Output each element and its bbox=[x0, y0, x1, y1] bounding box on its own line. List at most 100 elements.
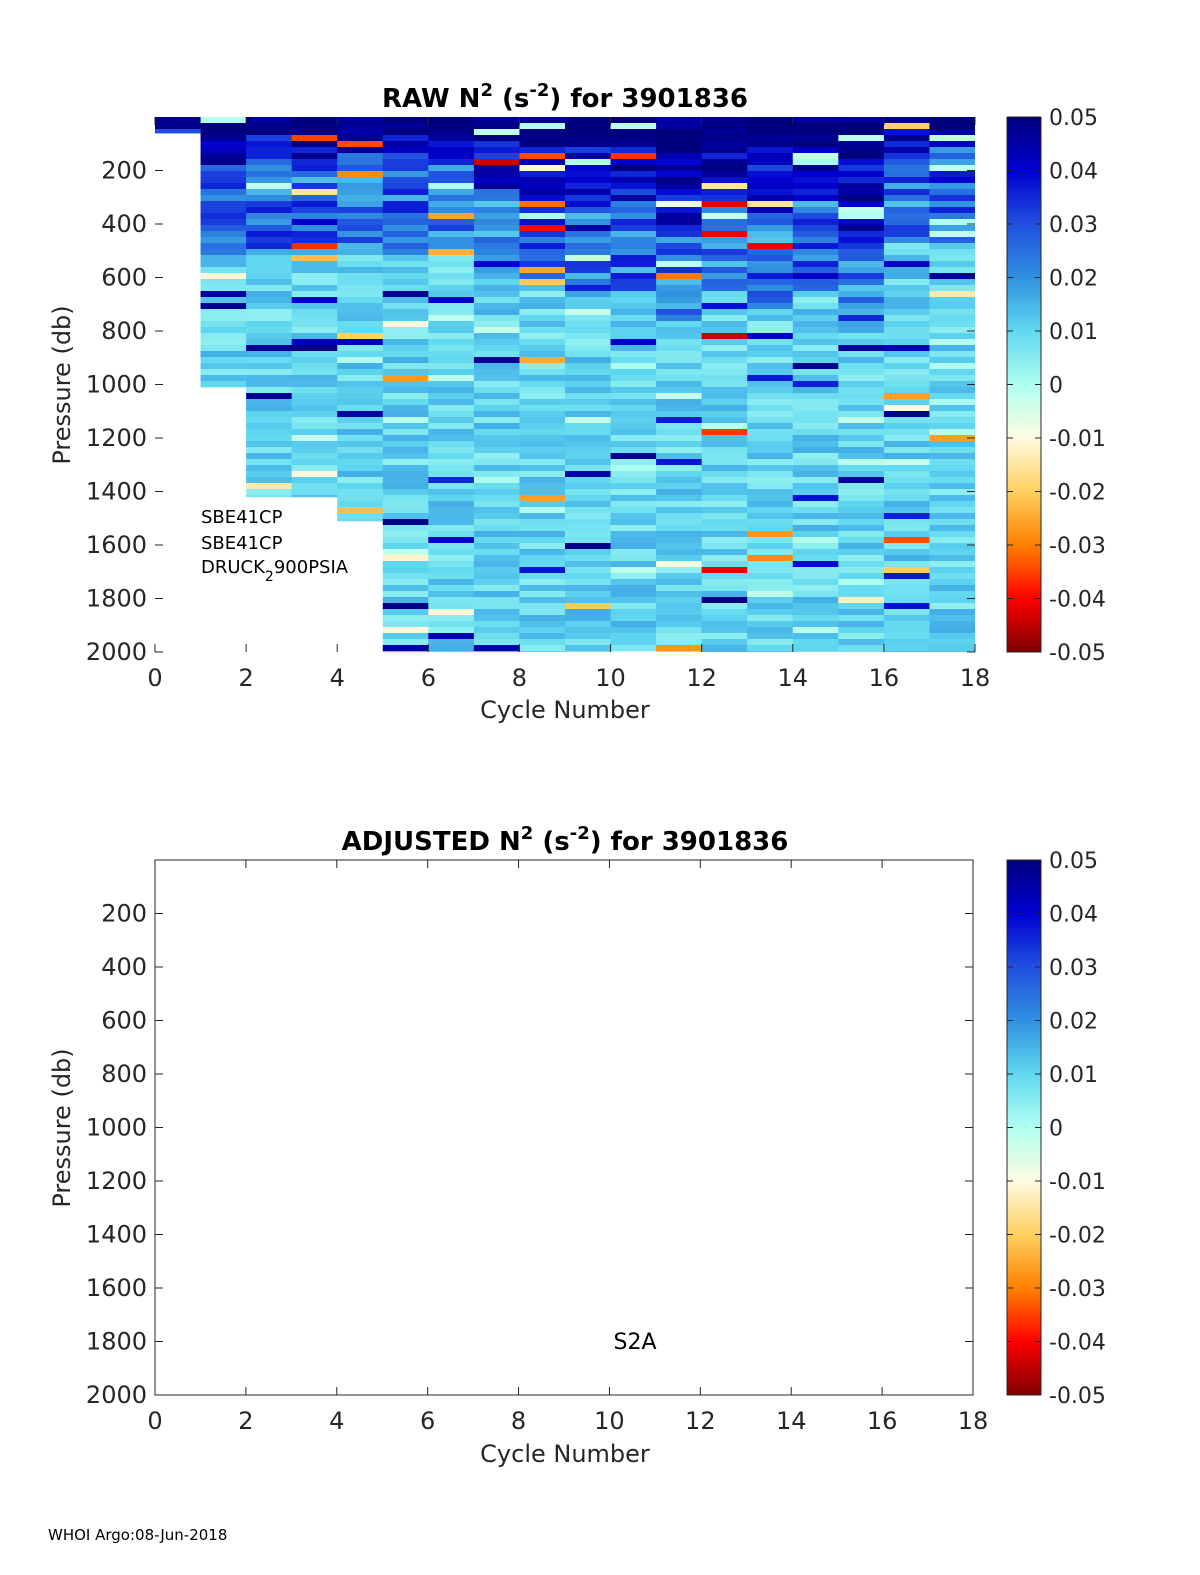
heatmap-cell bbox=[747, 555, 794, 562]
heatmap-cell bbox=[610, 369, 657, 376]
heatmap-cell bbox=[337, 459, 384, 466]
heatmap-cell bbox=[610, 495, 657, 502]
heatmap-cell bbox=[610, 411, 657, 418]
heatmap-cell bbox=[929, 561, 975, 568]
heatmap-cell bbox=[792, 285, 839, 292]
heatmap-cell bbox=[838, 525, 885, 532]
heatmap-cell bbox=[701, 345, 748, 352]
heatmap-cell bbox=[929, 357, 975, 364]
heatmap-cell bbox=[565, 483, 612, 490]
heatmap-cell bbox=[610, 423, 657, 430]
heatmap-cell bbox=[747, 513, 794, 520]
heatmap-cell bbox=[701, 237, 748, 244]
heatmap-cell bbox=[291, 129, 338, 136]
heatmap-cell bbox=[565, 261, 612, 268]
heatmap-cell bbox=[246, 177, 293, 184]
y-tick-label: 2000 bbox=[86, 1381, 147, 1409]
heatmap-cell bbox=[291, 477, 338, 484]
heatmap-cell bbox=[565, 153, 612, 160]
heatmap-cell bbox=[838, 645, 885, 652]
y-tick-label: 1200 bbox=[86, 1167, 147, 1195]
heatmap-cell bbox=[291, 279, 338, 286]
colorbar-tick-label: -0.04 bbox=[1049, 1331, 1106, 1356]
heatmap-cell bbox=[656, 285, 703, 292]
heatmap-cell bbox=[519, 369, 566, 376]
heatmap-cell bbox=[701, 549, 748, 556]
heatmap-cell bbox=[473, 537, 520, 544]
heatmap-cell bbox=[883, 285, 930, 292]
heatmap-cell bbox=[428, 561, 475, 568]
heatmap-cell bbox=[382, 585, 429, 592]
heatmap-cell bbox=[610, 633, 657, 640]
heatmap-cell bbox=[382, 231, 429, 238]
heatmap-cell bbox=[792, 459, 839, 466]
heatmap-cell bbox=[656, 489, 703, 496]
heatmap-cell bbox=[337, 327, 384, 334]
heatmap-cell bbox=[838, 465, 885, 472]
heatmap-cell bbox=[291, 381, 338, 388]
heatmap-cell bbox=[519, 465, 566, 472]
heatmap-cell bbox=[519, 399, 566, 406]
heatmap-cell bbox=[246, 219, 293, 226]
heatmap-cell bbox=[656, 393, 703, 400]
heatmap-cell bbox=[291, 183, 338, 190]
heatmap-cell bbox=[747, 405, 794, 412]
heatmap-cell bbox=[473, 405, 520, 412]
heatmap-cell bbox=[838, 489, 885, 496]
heatmap-cell bbox=[610, 429, 657, 436]
heatmap-cell bbox=[565, 609, 612, 616]
heatmap-cell bbox=[747, 573, 794, 580]
heatmap-cell bbox=[428, 165, 475, 172]
heatmap-cell bbox=[428, 381, 475, 388]
heatmap-cell bbox=[565, 513, 612, 520]
heatmap-cell bbox=[519, 117, 566, 124]
heatmap-cell bbox=[428, 297, 475, 304]
profile-cycle-17 bbox=[929, 117, 975, 652]
heatmap-cell bbox=[473, 519, 520, 526]
heatmap-cell bbox=[291, 123, 338, 130]
adjusted-xlabel: Cycle Number bbox=[480, 1440, 650, 1468]
heatmap-cell bbox=[382, 387, 429, 394]
x-tick-label: 16 bbox=[867, 1407, 898, 1435]
heatmap-cell bbox=[610, 153, 657, 160]
heatmap-cell bbox=[382, 633, 429, 640]
heatmap-cell bbox=[610, 141, 657, 148]
heatmap-cell bbox=[473, 345, 520, 352]
heatmap-cell bbox=[792, 195, 839, 202]
heatmap-cell bbox=[610, 435, 657, 442]
heatmap-cell bbox=[701, 339, 748, 346]
heatmap-cell bbox=[838, 303, 885, 310]
colorbar-tick-label: -0.04 bbox=[1049, 588, 1106, 613]
heatmap-cell bbox=[291, 351, 338, 358]
heatmap-cell bbox=[747, 411, 794, 418]
heatmap-cell bbox=[701, 513, 748, 520]
heatmap-cell bbox=[246, 255, 293, 262]
raw-heatmap bbox=[155, 117, 975, 652]
colorbar-tick-label: -0.02 bbox=[1049, 481, 1106, 506]
heatmap-cell bbox=[883, 315, 930, 322]
heatmap-cell bbox=[610, 267, 657, 274]
heatmap-cell bbox=[656, 237, 703, 244]
heatmap-cell bbox=[883, 171, 930, 178]
heatmap-cell bbox=[747, 171, 794, 178]
heatmap-cell bbox=[519, 459, 566, 466]
heatmap-cell bbox=[246, 195, 293, 202]
heatmap-cell bbox=[473, 441, 520, 448]
heatmap-cell bbox=[792, 219, 839, 226]
heatmap-cell bbox=[656, 195, 703, 202]
heatmap-cell bbox=[519, 255, 566, 262]
heatmap-cell bbox=[838, 459, 885, 466]
heatmap-cell bbox=[519, 261, 566, 268]
heatmap-cell bbox=[883, 399, 930, 406]
heatmap-cell bbox=[792, 399, 839, 406]
heatmap-cell bbox=[610, 123, 657, 130]
heatmap-cell bbox=[929, 333, 975, 340]
heatmap-cell bbox=[246, 477, 293, 484]
heatmap-cell bbox=[519, 177, 566, 184]
heatmap-cell bbox=[929, 207, 975, 214]
heatmap-cell bbox=[883, 477, 930, 484]
heatmap-cell bbox=[519, 135, 566, 142]
heatmap-cell bbox=[656, 327, 703, 334]
heatmap-cell bbox=[747, 621, 794, 628]
heatmap-cell bbox=[883, 591, 930, 598]
